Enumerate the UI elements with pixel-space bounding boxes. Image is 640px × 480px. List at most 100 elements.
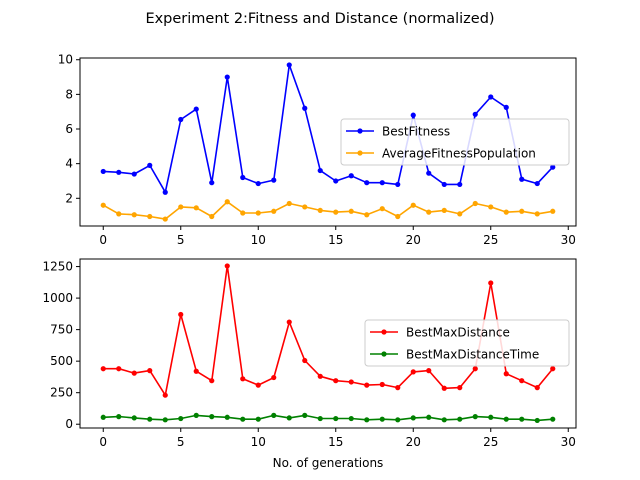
plot-distance-ticks: 0 5 10 15 20 25 30 0 250 500 750 1000 1250	[42, 260, 575, 449]
data-point-AverageFitnessPopulation	[472, 200, 478, 207]
data-point-BestMaxDistanceTime	[472, 414, 478, 420]
plot-distance-frame	[79, 258, 577, 429]
data-point-BestFitness	[317, 167, 323, 174]
data-point-AverageFitnessPopulation	[534, 211, 540, 217]
x-tick-label: 15	[328, 435, 343, 449]
data-point-BestMaxDistance	[457, 385, 463, 391]
data-point-AverageFitnessPopulation	[364, 212, 370, 218]
data-point-BestMaxDistanceTime	[209, 414, 215, 420]
data-point-BestMaxDistance	[162, 392, 168, 398]
x-tick-label: 20	[406, 435, 421, 449]
y-tick-label: 1000	[42, 291, 73, 305]
data-point-BestMaxDistanceTime	[147, 416, 153, 422]
data-point-AverageFitnessPopulation	[147, 213, 153, 220]
data-point-AverageFitnessPopulation	[395, 213, 401, 220]
legend-box	[340, 118, 570, 166]
data-point-BestFitness	[488, 94, 494, 100]
data-point-BestMaxDistance	[317, 373, 323, 379]
data-point-BestMaxDistanceTime	[457, 416, 463, 422]
data-point-BestMaxDistance	[116, 366, 122, 372]
y-tick-label: 6	[65, 122, 73, 136]
data-point-BestMaxDistance	[286, 319, 292, 325]
legend-swatch-marker	[357, 128, 363, 134]
data-point-BestMaxDistance	[302, 357, 308, 364]
data-point-AverageFitnessPopulation	[426, 209, 432, 215]
data-point-BestFitness	[271, 177, 277, 183]
data-point-BestMaxDistance	[519, 378, 525, 384]
data-point-BestMaxDistance	[271, 374, 277, 381]
data-point-AverageFitnessPopulation	[410, 202, 416, 208]
data-point-BestFitness	[131, 171, 137, 177]
data-point-AverageFitnessPopulation	[209, 213, 215, 220]
data-point-BestMaxDistance	[410, 369, 416, 375]
data-point-BestMaxDistance	[255, 382, 261, 388]
data-point-BestMaxDistance	[534, 385, 540, 391]
y-tick-label: 1250	[42, 260, 73, 274]
data-point-AverageFitnessPopulation	[348, 208, 354, 214]
data-point-BestMaxDistance	[100, 366, 106, 372]
data-point-BestMaxDistanceTime	[193, 412, 199, 418]
x-tick-label: 0	[99, 233, 107, 247]
data-point-BestMaxDistanceTime	[333, 415, 339, 422]
legend-swatch-marker	[357, 150, 363, 156]
data-point-BestMaxDistanceTime	[255, 416, 261, 422]
data-point-BestMaxDistance	[224, 263, 230, 269]
data-point-BestMaxDistanceTime	[426, 414, 432, 420]
data-point-BestFitness	[364, 180, 370, 186]
data-point-AverageFitnessPopulation	[271, 208, 277, 214]
data-point-BestMaxDistanceTime	[240, 416, 246, 422]
data-point-BestMaxDistance	[379, 381, 385, 388]
x-tick-label: 15	[328, 233, 343, 247]
data-point-AverageFitnessPopulation	[193, 205, 199, 211]
data-point-BestMaxDistance	[550, 366, 556, 372]
data-point-BestFitness	[147, 162, 153, 168]
data-point-BestFitness	[519, 176, 525, 182]
data-point-BestFitness	[162, 189, 168, 195]
data-point-AverageFitnessPopulation	[379, 206, 385, 212]
legend-label-AverageFitnessPopulation: AverageFitnessPopulation	[382, 147, 536, 161]
data-point-BestMaxDistanceTime	[550, 416, 556, 422]
data-point-AverageFitnessPopulation	[162, 216, 168, 222]
data-point-BestMaxDistanceTime	[271, 412, 277, 418]
data-point-BestMaxDistanceTime	[488, 414, 494, 420]
legend-swatch-marker	[381, 329, 387, 335]
data-point-BestMaxDistance	[333, 378, 339, 384]
data-point-BestFitness	[286, 62, 292, 68]
data-point-BestMaxDistanceTime	[131, 415, 137, 421]
legend-label-BestMaxDistance: BestMaxDistance	[406, 326, 510, 340]
data-point-BestMaxDistanceTime	[317, 415, 323, 422]
data-point-BestMaxDistanceTime	[519, 416, 525, 422]
data-point-AverageFitnessPopulation	[488, 204, 494, 210]
x-tick-label: 30	[561, 233, 576, 247]
x-tick-label: 10	[251, 233, 266, 247]
data-point-BestMaxDistance	[193, 368, 199, 374]
data-point-BestMaxDistanceTime	[178, 415, 184, 422]
x-tick-label: 5	[177, 233, 185, 247]
series-line-BestFitness	[103, 64, 554, 193]
x-tick-label: 10	[251, 435, 266, 449]
data-point-AverageFitnessPopulation	[457, 211, 463, 217]
data-point-BestFitness	[178, 116, 184, 123]
data-point-BestMaxDistanceTime	[534, 417, 540, 424]
data-point-AverageFitnessPopulation	[286, 200, 292, 207]
legend-box	[364, 319, 570, 367]
data-point-BestFitness	[457, 181, 463, 188]
data-point-BestMaxDistance	[488, 280, 494, 286]
data-point-BestMaxDistanceTime	[116, 414, 122, 420]
data-point-BestMaxDistance	[209, 378, 215, 384]
data-point-BestFitness	[503, 104, 509, 110]
y-tick-label: 2	[65, 191, 73, 205]
data-point-BestMaxDistanceTime	[286, 415, 292, 421]
data-point-BestFitness	[426, 170, 432, 176]
x-axis-label: No. of generations	[273, 456, 384, 470]
data-point-BestMaxDistanceTime	[348, 415, 354, 422]
plot-distance-legend: BestMaxDistance BestMaxDistanceTime	[364, 319, 570, 367]
data-point-BestFitness	[255, 180, 261, 187]
data-point-AverageFitnessPopulation	[503, 209, 509, 215]
data-point-BestMaxDistanceTime	[364, 417, 370, 423]
y-tick-label: 0	[65, 417, 73, 431]
y-tick-label: 500	[50, 354, 73, 368]
plot-fitness-legend: BestFitness AverageFitnessPopulation	[340, 118, 570, 166]
data-point-BestMaxDistanceTime	[395, 417, 401, 423]
data-point-BestFitness	[333, 178, 339, 184]
